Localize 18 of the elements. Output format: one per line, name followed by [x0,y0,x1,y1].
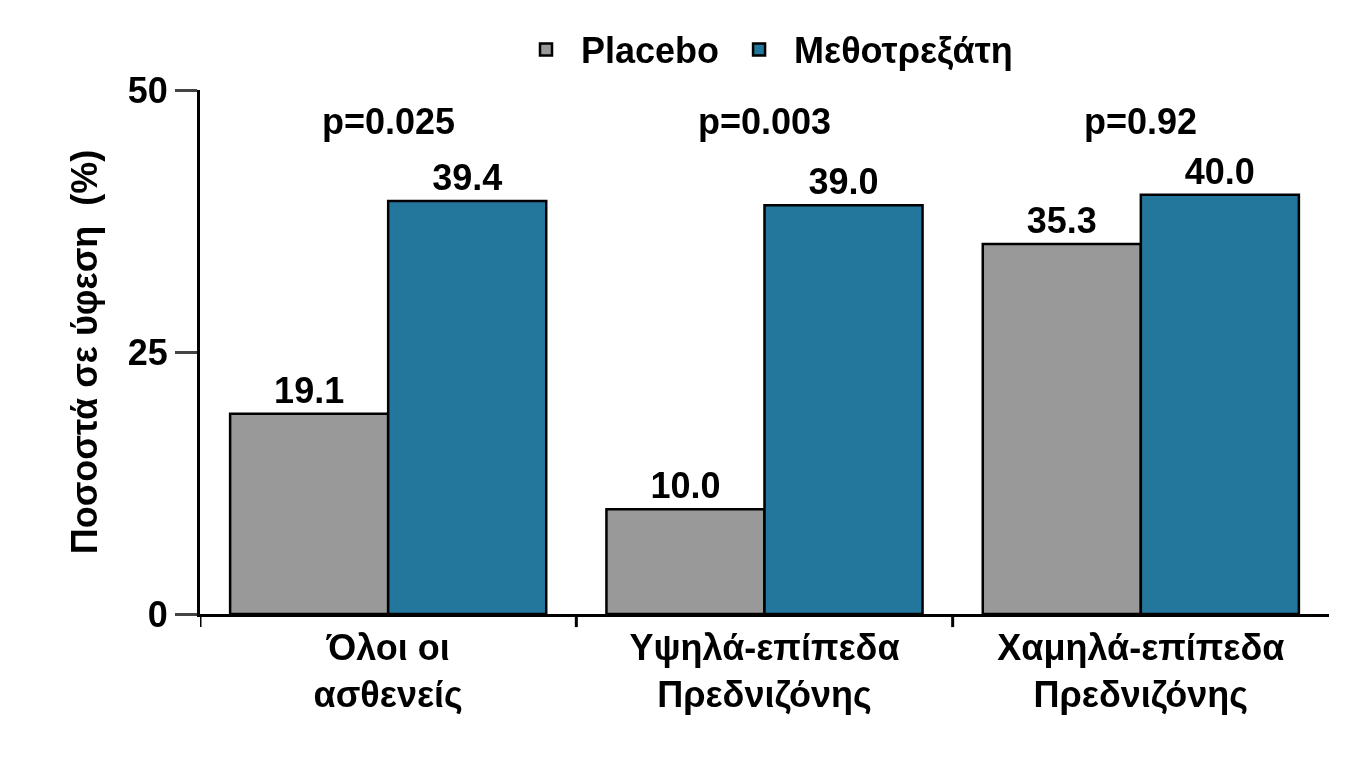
data-label: 35.3 [1026,200,1097,242]
y-axis-title: Ποσοστά σε ύφεση (%) [63,149,105,555]
data-label: 39.4 [432,157,503,199]
legend-label: Μεθοτρεξάτη [794,30,1013,72]
x-tick-label: Χαμηλά-επίπεδα Πρεδνιζόνης [997,627,1285,715]
annotation: p=0.92 [1084,101,1198,142]
x-tick-label: Υψηλά-επίπεδα Πρεδνιζόνης [629,627,900,715]
y-tick-label: 50 [127,69,168,111]
data-label: 40.0 [1184,150,1255,192]
annotation: p=0.025 [322,101,456,142]
data-label: 10.0 [650,465,721,507]
legend-label: Placebo [581,30,720,72]
data-label: 39.0 [808,161,879,203]
y-tick-label: 25 [127,331,168,373]
x-tick-label: Όλοι οι ασθενείς [313,627,463,715]
data-label: 19.1 [274,369,345,411]
y-tick-label: 0 [147,593,168,635]
annotation: p=0.003 [698,101,832,142]
